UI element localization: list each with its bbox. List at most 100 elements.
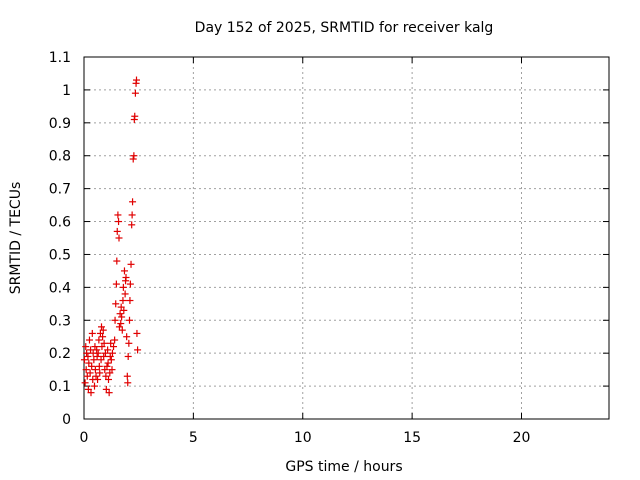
data-point — [133, 76, 140, 84]
data-point — [91, 366, 99, 374]
data-point — [95, 336, 103, 344]
y-tick-label: 0.8 — [49, 149, 71, 165]
data-point — [112, 300, 120, 308]
x-tick-label: 20 — [513, 430, 531, 446]
chart-title: Day 152 of 2025, SRMTID for receiver kal… — [195, 20, 494, 36]
data-point — [131, 89, 139, 97]
data-point — [133, 329, 141, 337]
data-point — [84, 352, 92, 360]
y-tick-label: 0.4 — [49, 280, 71, 296]
y-tick-label: 0.3 — [49, 313, 71, 329]
data-point — [124, 379, 132, 387]
y-tick-label: 0 — [62, 412, 71, 428]
data-point — [111, 336, 119, 344]
data-point — [98, 323, 105, 331]
data-point — [125, 339, 133, 347]
data-point — [100, 339, 108, 347]
x-tick-label: 15 — [403, 430, 421, 446]
data-point — [94, 376, 102, 384]
x-tick-label: 0 — [80, 430, 89, 446]
data-point — [82, 366, 90, 374]
y-tick-label: 0.9 — [49, 116, 71, 132]
data-point — [124, 352, 132, 360]
data-point — [117, 320, 125, 328]
data-point — [128, 221, 136, 229]
data-point — [115, 234, 123, 242]
y-tick-label: 0.7 — [49, 182, 71, 198]
y-tick-label: 0.1 — [49, 379, 71, 395]
data-point — [120, 306, 128, 314]
y-axis-label: SRMTID / TECUs — [8, 182, 24, 295]
data-point — [126, 316, 133, 324]
data-point — [90, 356, 98, 364]
data-point — [80, 356, 88, 364]
x-axis-label: GPS time / hours — [285, 459, 402, 475]
data-point — [88, 362, 96, 370]
y-tick-label: 0.5 — [49, 247, 71, 263]
data-point — [108, 366, 116, 374]
data-point — [93, 346, 101, 354]
data-point — [107, 356, 115, 364]
x-tick-label: 10 — [294, 430, 312, 446]
data-point — [113, 257, 121, 265]
data-point — [115, 218, 123, 226]
axis-ticks — [83, 56, 609, 420]
data-point — [127, 260, 135, 268]
data-point — [118, 326, 126, 334]
plot-frame — [83, 56, 610, 420]
data-point — [104, 359, 112, 367]
y-tick-label: 0.2 — [49, 346, 71, 362]
data-point — [81, 379, 89, 387]
data-point — [85, 336, 93, 344]
data-point — [123, 372, 131, 380]
series-srmtid — [80, 76, 142, 397]
data-point — [126, 297, 134, 305]
data-point — [91, 382, 98, 390]
data-point — [83, 349, 91, 357]
data-point — [105, 376, 112, 384]
data-point — [94, 349, 102, 357]
data-point — [108, 349, 116, 357]
data-point — [99, 326, 107, 334]
y-tick-label: 0.6 — [49, 215, 71, 231]
data-point — [103, 362, 111, 370]
data-point — [95, 362, 103, 370]
data-point — [123, 333, 131, 341]
data-point — [113, 227, 121, 235]
x-tick-labels: 0 5 10 15 20 — [80, 430, 531, 446]
data-point — [120, 267, 128, 275]
data-point — [116, 310, 124, 318]
data-point — [105, 389, 113, 397]
data-point — [93, 352, 101, 360]
y-tick-label: 1 — [62, 83, 71, 99]
data-point — [119, 283, 127, 291]
data-point — [114, 211, 122, 219]
data-point — [110, 343, 118, 351]
data-point — [92, 372, 100, 380]
data-point — [82, 343, 90, 351]
data-point — [129, 155, 137, 163]
data-point — [130, 152, 138, 160]
data-point — [87, 389, 95, 397]
data-point — [119, 297, 127, 305]
data-point — [99, 333, 107, 341]
y-tick-labels: 0 0.1 0.2 0.3 0.4 0.5 0.6 0.7 0.8 0.9 1 1.1 — [49, 50, 71, 428]
data-point — [118, 313, 126, 321]
data-point — [96, 369, 104, 377]
data-point — [88, 329, 96, 337]
grid-lines — [84, 57, 609, 419]
data-point — [111, 316, 119, 324]
y-tick-label: 1.1 — [49, 50, 71, 66]
data-point — [112, 280, 120, 288]
data-point — [86, 369, 94, 377]
data-point — [122, 273, 130, 281]
data-point — [131, 112, 139, 120]
data-point — [128, 211, 136, 219]
data-point — [104, 346, 112, 354]
x-tick-label: 5 — [189, 430, 198, 446]
data-point — [121, 290, 129, 298]
data-point — [129, 198, 137, 206]
data-point — [126, 280, 134, 288]
data-point — [91, 343, 99, 351]
